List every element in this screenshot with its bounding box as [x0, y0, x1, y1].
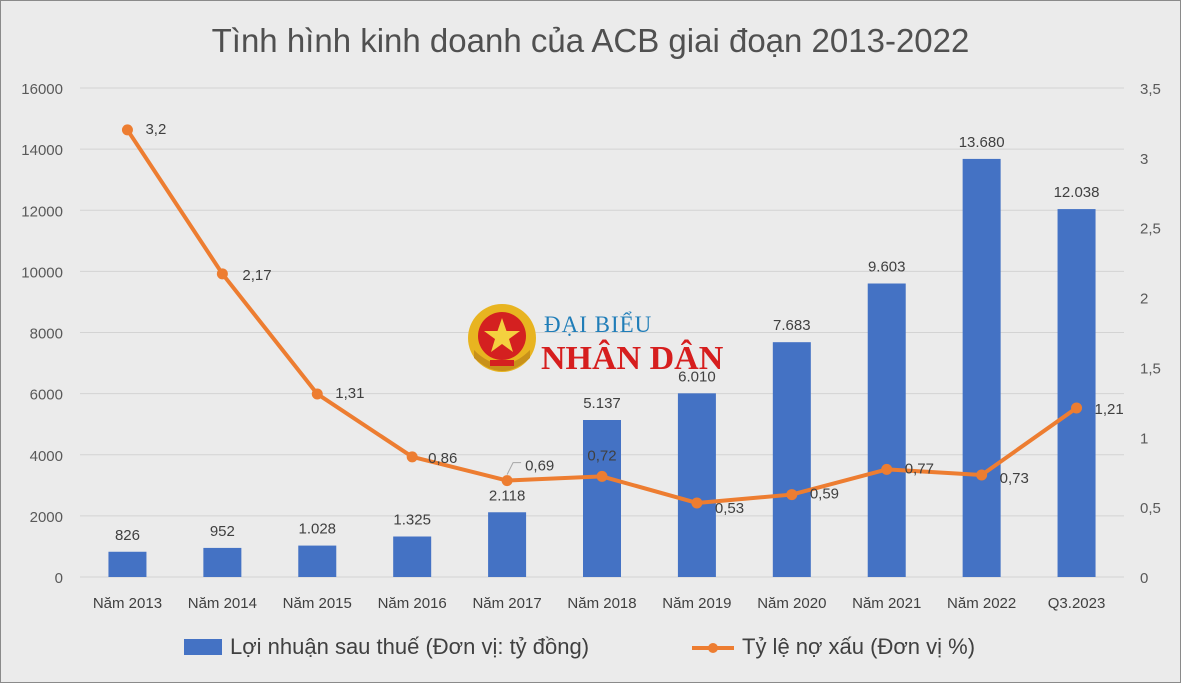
npl-point [786, 489, 798, 501]
y-right-tick-label: 1 [1140, 430, 1148, 447]
x-tick-label: Năm 2019 [662, 595, 731, 612]
y-right-tick-label: 0 [1140, 570, 1148, 587]
bar [488, 512, 527, 577]
bar-value-label: 13.680 [959, 134, 1005, 151]
y-right-tick-label: 3,5 [1140, 81, 1161, 98]
x-tick-label: Năm 2013 [93, 595, 162, 612]
npl-value-label: 1,31 [335, 385, 364, 402]
bar-value-label: 826 [115, 527, 140, 544]
bar-value-label: 6.010 [678, 368, 716, 385]
npl-value-label: 0,77 [905, 460, 934, 477]
x-tick-label: Năm 2022 [947, 595, 1016, 612]
watermark-line1: ĐẠI BIỂU [544, 312, 653, 337]
legend-swatch-line [692, 639, 734, 655]
x-tick-label: Năm 2018 [567, 595, 636, 612]
chart-title: Tình hình kinh doanh của ACB giai đoạn 2… [211, 22, 970, 59]
x-tick-label: Năm 2017 [472, 595, 541, 612]
npl-point [596, 470, 608, 482]
npl-point [1071, 402, 1083, 414]
x-tick-label: Q3.2023 [1048, 595, 1106, 612]
npl-point [216, 268, 228, 280]
bar-value-label: 1.028 [298, 521, 336, 538]
npl-point [881, 463, 893, 475]
bar [108, 551, 147, 577]
label-leader-line [506, 462, 522, 475]
bar [962, 158, 1001, 577]
npl-value-label: 0,69 [525, 458, 554, 475]
legend-item-npl: Tỷ lệ nợ xấu (Đơn vị %) [692, 630, 975, 664]
npl-point [976, 469, 988, 481]
legend-item-profit: Lợi nhuận sau thuế (Đơn vị: tỷ đồng) [184, 630, 589, 664]
y-right-tick-label: 2 [1140, 291, 1148, 308]
y-right-tick-label: 3 [1140, 151, 1148, 168]
npl-point [501, 475, 513, 487]
y-right-tick-label: 1,5 [1140, 360, 1161, 377]
legend-label-npl: Tỷ lệ nợ xấu (Đơn vị %) [742, 634, 976, 659]
bar-value-label: 12.038 [1054, 184, 1100, 201]
y-right-tick-label: 2,5 [1140, 221, 1161, 238]
npl-point [406, 451, 418, 463]
x-tick-label: Năm 2015 [283, 595, 352, 612]
bar [772, 342, 811, 577]
bar [298, 545, 337, 577]
bar-value-label: 2.118 [489, 487, 525, 504]
npl-value-label: 2,17 [242, 267, 271, 284]
npl-value-label: 1,21 [1095, 401, 1124, 418]
watermark-logo: ĐẠI BIỂU NHÂN DÂN [464, 300, 724, 390]
bar [203, 547, 242, 577]
bar [1057, 209, 1096, 577]
y-left-tick-label: 2000 [30, 509, 63, 526]
y-left-tick-label: 0 [55, 570, 63, 587]
legend-label-profit: Lợi nhuận sau thuế (Đơn vị: tỷ đồng) [230, 634, 590, 659]
bar-value-label: 9.603 [868, 259, 906, 276]
bar [583, 420, 621, 577]
npl-value-label: 0,73 [1000, 470, 1029, 487]
x-tick-label: Năm 2021 [852, 595, 921, 612]
npl-point [121, 124, 133, 136]
watermark-line2: NHÂN DÂN [541, 340, 724, 377]
npl-value-label: 0,86 [428, 450, 457, 467]
y-left-tick-label: 10000 [21, 264, 63, 281]
y-left-tick-label: 16000 [21, 81, 63, 98]
y-left-tick-label: 4000 [30, 448, 63, 465]
y-left-tick-label: 6000 [30, 387, 63, 404]
npl-point [311, 388, 323, 400]
bar-value-label: 952 [210, 523, 235, 540]
npl-point [691, 497, 703, 509]
bar [867, 283, 906, 577]
x-tick-label: Năm 2014 [188, 595, 257, 612]
y-left-tick-label: 8000 [30, 326, 63, 343]
x-tick-label: Năm 2016 [378, 595, 447, 612]
npl-value-label: 0,72 [587, 447, 616, 464]
bar-value-label: 5.137 [583, 395, 621, 412]
combo-chart: 0 2000 4000 6000 8000 10000 12000 14000 16000 0 0,… [21, 81, 1161, 612]
y-left-tick-label: 12000 [21, 203, 63, 220]
y-left-tick-label: 14000 [21, 142, 63, 159]
x-tick-label: Năm 2020 [757, 595, 826, 612]
emblem-icon [468, 304, 536, 372]
chart-legend: Lợi nhuận sau thuế (Đơn vị: tỷ đồng) Tỷ … [0, 630, 1181, 664]
y-right-tick-label: 0,5 [1140, 500, 1161, 517]
bar [393, 536, 432, 577]
bar [677, 393, 716, 577]
bar-value-label: 7.683 [773, 317, 811, 334]
bar-value-label: 1.325 [393, 512, 431, 529]
npl-value-label: 3,2 [145, 121, 166, 138]
legend-swatch-bar [184, 639, 222, 655]
npl-value-label: 0,53 [715, 500, 744, 517]
npl-value-label: 0,59 [810, 486, 839, 503]
